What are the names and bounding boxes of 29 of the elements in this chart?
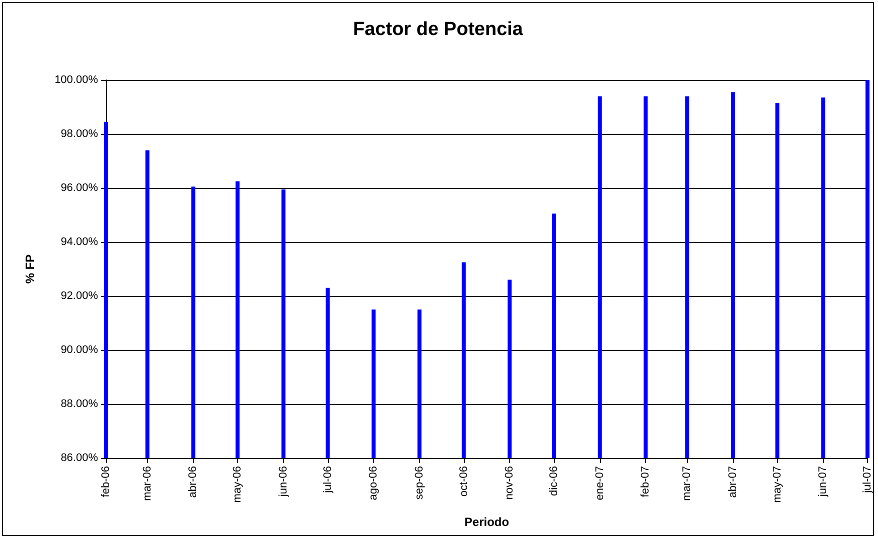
x-tick-label: may-06 (232, 466, 244, 503)
x-tick-label: may-07 (771, 466, 784, 503)
y-tick-label: 90.00% (60, 344, 98, 356)
x-tick-label: mar-07 (681, 466, 694, 501)
x-tick-label: ago-06 (368, 466, 380, 500)
x-axis-title: Periodo (464, 515, 510, 529)
x-tick-label: jul-07 (862, 466, 874, 494)
x-tick-label: nov-06 (504, 466, 516, 500)
x-tick-label: sep-06 (413, 466, 426, 500)
x-tick-label: jun-07 (817, 466, 830, 498)
x-tick-label: jun-06 (277, 466, 290, 498)
y-tick-label: 94.00% (60, 236, 98, 248)
x-tick-label: jul-06 (322, 466, 334, 494)
x-tick-label: abr-07 (726, 466, 739, 498)
x-tick-label: feb-06 (100, 466, 112, 498)
y-tick-label: 96.00% (60, 182, 98, 194)
y-tick-label: 98.00% (60, 128, 98, 140)
chart-title: Factor de Potencia (353, 19, 524, 40)
x-tick-label: mar-06 (141, 466, 154, 501)
y-tick-label: 88.00% (60, 398, 98, 410)
y-tick-label: 86.00% (60, 452, 98, 464)
x-tick-label: ene-07 (594, 466, 606, 500)
y-tick-label: 92.00% (60, 290, 98, 302)
x-tick-label: abr-06 (187, 466, 200, 498)
x-tick-label: oct-06 (458, 466, 470, 497)
y-tick-label: 100.00% (54, 74, 98, 86)
x-tick-label: feb-07 (640, 466, 652, 498)
y-axis-title: % FP (23, 254, 37, 284)
x-tick-label: dic-06 (548, 466, 560, 496)
